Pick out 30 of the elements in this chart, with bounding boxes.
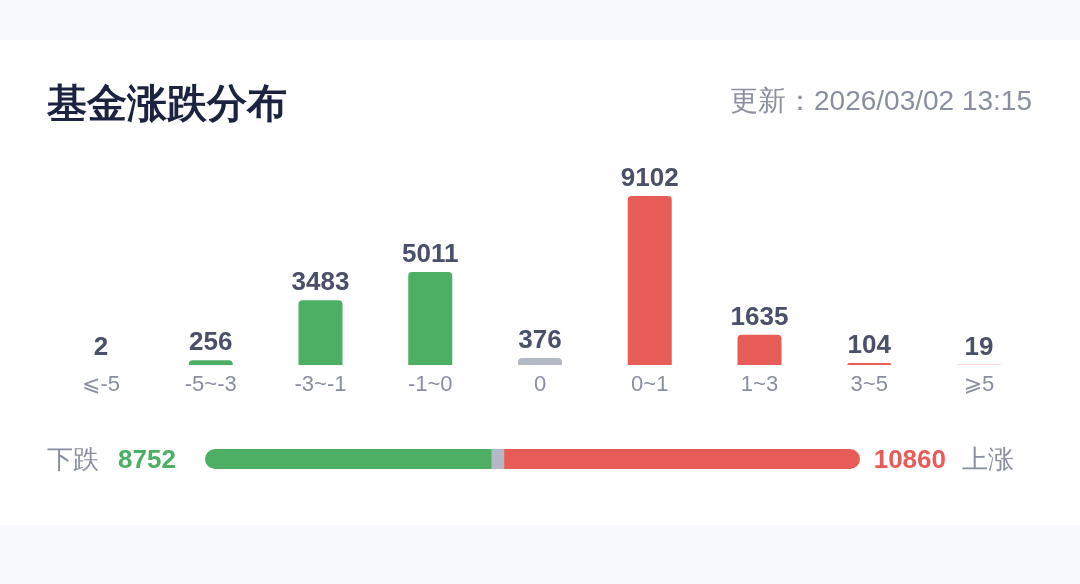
- chart-subtitle: 更新：2026/03/02 13:15: [730, 85, 1032, 116]
- data-label: 3483: [291, 266, 350, 297]
- x-tick-label: 0~1: [631, 371, 669, 396]
- x-tick-label: -1~0: [407, 371, 453, 396]
- bar: [408, 271, 453, 365]
- data-label: 376: [518, 324, 562, 355]
- bar: [737, 334, 782, 365]
- text: 下跌: [47, 444, 99, 474]
- chart-title: 基金涨跌分布: [46, 81, 287, 125]
- data-label: 5011: [402, 237, 459, 268]
- x-tick-label: -5~-3: [184, 371, 237, 396]
- x-tick-label: -3~-1: [294, 371, 347, 396]
- text: 上涨: [962, 444, 1014, 474]
- x-tick-label: 1~3: [740, 371, 779, 396]
- x-tick-label: 0: [533, 371, 547, 396]
- x-tick-label: ⩾5: [963, 371, 995, 396]
- data-label: 104: [847, 329, 892, 360]
- bar: [518, 358, 562, 365]
- bar: [188, 360, 233, 365]
- data-label: 19: [964, 330, 994, 361]
- bar: [627, 196, 672, 365]
- data-label: 256: [189, 326, 233, 357]
- data-label: 2: [93, 330, 109, 361]
- data-label: 9102: [620, 162, 679, 192]
- data-label: 1635: [730, 300, 789, 331]
- bar: [298, 300, 343, 365]
- x-tick-label: 3~5: [850, 371, 888, 396]
- data-label: 8752: [118, 444, 176, 474]
- x-tick-label: ⩽-5: [82, 371, 120, 396]
- data-label: 10860: [873, 444, 946, 474]
